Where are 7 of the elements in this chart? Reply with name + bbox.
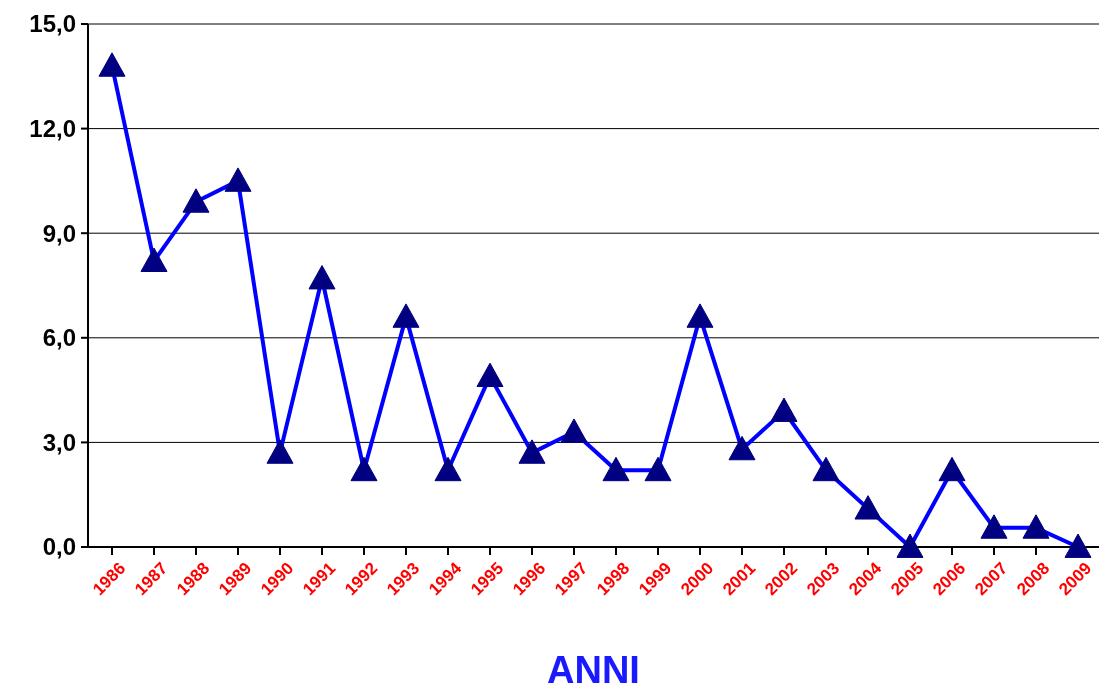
y-tick-label: 0,0 (42, 533, 76, 561)
y-tick-label: 3,0 (42, 428, 76, 456)
y-tick-label: 15,0 (29, 10, 76, 38)
x-axis-title: ANNI (547, 649, 640, 690)
y-tick-label: 9,0 (42, 219, 76, 247)
y-tick-label: 6,0 (42, 324, 76, 352)
y-tick-label: 12,0 (29, 115, 76, 142)
